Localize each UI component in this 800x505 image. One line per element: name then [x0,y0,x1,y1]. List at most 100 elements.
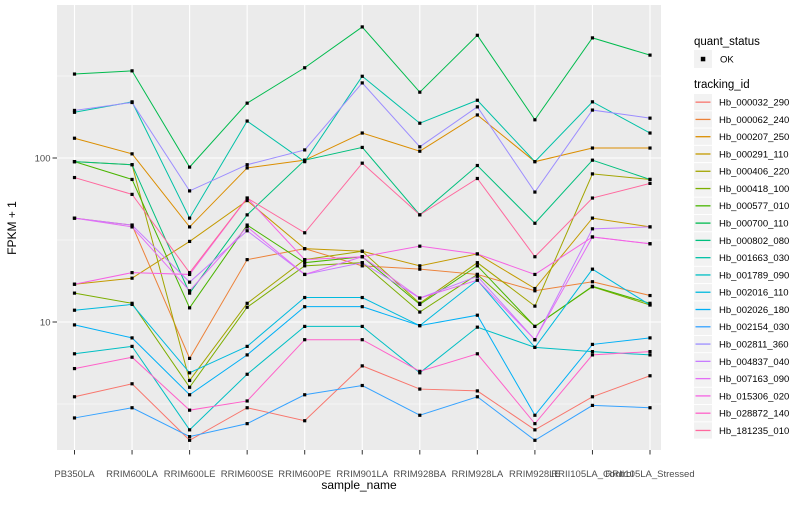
data-point [303,261,307,265]
data-point [590,108,595,112]
data-point [303,258,307,262]
legend-label-Hb_028872_140: Hb_028872_140 [719,409,789,420]
data-point [130,192,134,196]
data-point [418,310,422,314]
data-point [648,303,652,307]
data-point [130,177,134,182]
data-point [418,267,422,271]
data-point [475,395,479,399]
data-point [130,336,134,340]
data-point [303,247,307,251]
data-point [418,296,422,300]
data-point [303,148,307,152]
data-point [533,338,537,342]
data-point [245,301,249,305]
data-point [533,221,537,225]
data-point [130,271,134,275]
data-point [130,69,134,73]
data-point [648,225,652,229]
y-axis-title: FPKM + 1 [5,201,19,255]
data-point [648,353,652,357]
legend-label-Hb_000700_110: Hb_000700_110 [719,219,789,230]
data-point [648,406,652,410]
plot-panel [57,5,661,450]
legend-title-quant-status: quant_status [694,36,760,48]
x-axis-title: sample_name [321,478,397,492]
x-tick-label: RRIM928LE [509,469,561,480]
y-tick-label-10: 10 [40,318,51,329]
data-point [590,280,595,284]
x-tick-label: RRIM901LA [336,469,388,480]
data-point [72,366,77,371]
data-point [303,419,307,423]
data-point [475,325,479,329]
data-point [188,408,192,412]
data-point [245,305,249,309]
data-point [590,172,595,176]
data-point [188,289,192,293]
x-tick-label: RRIM928BA [393,469,446,480]
data-point [475,163,479,168]
data-point [590,36,595,40]
data-point [72,352,77,356]
data-point [418,149,422,153]
data-point [648,181,652,186]
data-point [360,305,364,309]
data-point [590,100,595,104]
data-point [188,378,192,383]
data-point [303,264,307,268]
data-point [130,355,134,359]
legend-label-Hb_000062_240: Hb_000062_240 [719,115,789,126]
data-point [245,198,249,203]
data-point [648,177,652,182]
data-point [130,100,134,105]
data-point [418,413,422,417]
data-point [590,216,595,220]
data-point [648,336,652,340]
data-point [475,105,479,109]
data-point [130,223,134,227]
data-point [360,255,364,259]
data-point [418,324,422,328]
legend-label-Hb_000207_250: Hb_000207_250 [719,132,789,143]
data-point [360,295,364,300]
legend-label-Hb_000032_290: Hb_000032_290 [719,98,789,109]
data-point [648,242,652,246]
x-tick-label: RRIM600PE [278,469,331,480]
data-point [360,364,364,368]
data-point [303,305,307,309]
data-point [188,393,192,397]
legend-label-Hb_002154_030: Hb_002154_030 [719,322,789,333]
data-point [72,136,77,140]
data-point [72,160,77,164]
legend-label-Hb_007163_090: Hb_007163_090 [719,374,789,385]
data-point [72,216,77,220]
x-tick-label: RRII105LA_Stressed [605,469,694,480]
data-point [648,301,652,305]
data-point [188,385,192,389]
data-point [130,382,134,386]
data-point [475,352,479,356]
data-point [475,389,479,393]
data-point [533,438,537,442]
data-point [475,274,479,278]
data-point [648,146,652,150]
data-point [475,176,479,181]
data-point [590,196,595,200]
data-point [188,438,192,442]
data-point [188,435,192,439]
data-point [188,189,192,193]
data-point [590,284,595,288]
data-point [188,371,192,375]
data-point [590,227,595,231]
ok-point-icon [700,56,706,62]
data-point [245,213,249,217]
data-point [590,267,595,271]
data-point [418,387,422,391]
x-tick-label: RRIM600LE [164,469,216,480]
x-tick-label: PB350LA [54,469,95,480]
x-tick-label: RRIM600LA [106,469,158,480]
data-point [130,225,134,229]
